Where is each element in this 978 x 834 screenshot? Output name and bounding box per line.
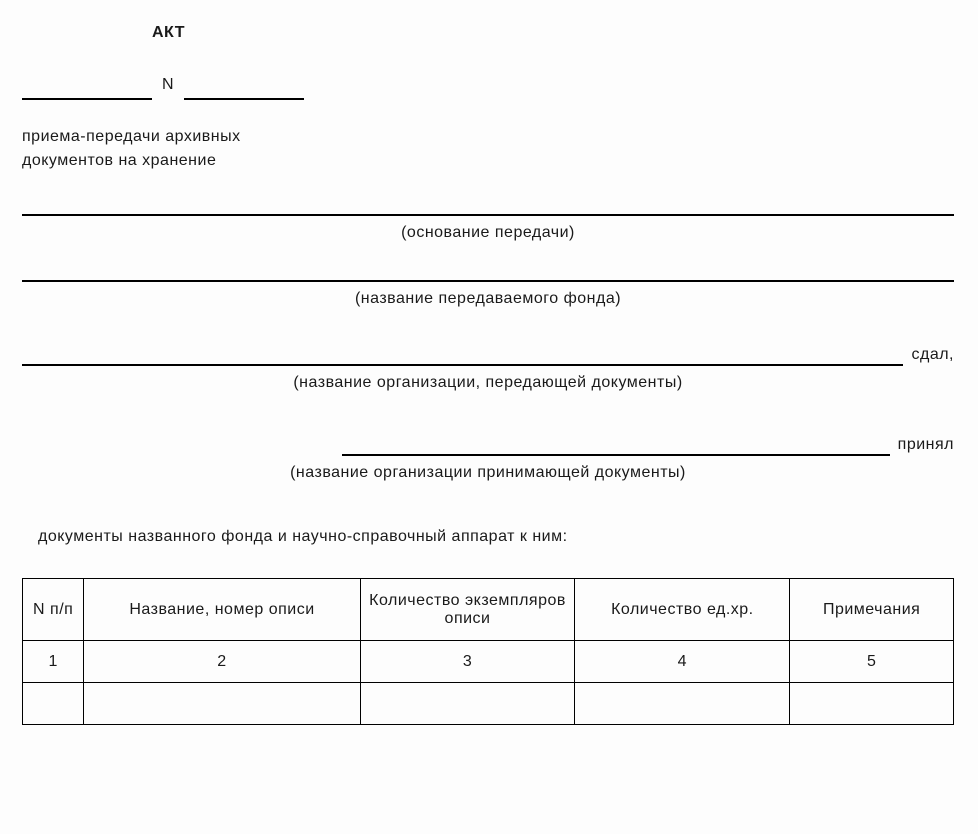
empty-cell bbox=[360, 683, 575, 725]
rule-org-sending bbox=[22, 364, 903, 366]
table-empty-row bbox=[23, 683, 954, 725]
col-header-units: Количество ед.хр. bbox=[575, 579, 790, 641]
number-label: N bbox=[152, 76, 184, 100]
document-title: АКТ bbox=[152, 24, 954, 42]
row-gave: сдал, bbox=[22, 346, 954, 366]
col-num-3: 3 bbox=[360, 641, 575, 683]
subtitle-line-1: приема-передачи архивных bbox=[22, 128, 954, 146]
empty-cell bbox=[23, 683, 84, 725]
caption-org-sending: (название организации, передающей докуме… bbox=[22, 374, 954, 392]
caption-basis: (основание передачи) bbox=[22, 224, 954, 242]
caption-fund-name: (название передаваемого фонда) bbox=[22, 290, 954, 308]
col-num-2: 2 bbox=[84, 641, 360, 683]
empty-cell bbox=[790, 683, 954, 725]
label-received: принял bbox=[894, 436, 954, 456]
subtitle-line-2: документов на хранение bbox=[22, 152, 954, 170]
col-header-copies: Количество экземпляров описи bbox=[360, 579, 575, 641]
col-num-4: 4 bbox=[575, 641, 790, 683]
table-header-row: N п/п Название, номер описи Количество э… bbox=[23, 579, 954, 641]
col-num-1: 1 bbox=[23, 641, 84, 683]
col-num-5: 5 bbox=[790, 641, 954, 683]
caption-org-receiving: (название организации принимающей докуме… bbox=[22, 464, 954, 482]
empty-cell bbox=[84, 683, 360, 725]
label-gave: сдал, bbox=[907, 346, 954, 366]
number-blank-right bbox=[184, 76, 304, 100]
number-row: N bbox=[22, 76, 954, 100]
table-number-row: 1 2 3 4 5 bbox=[23, 641, 954, 683]
col-header-num: N п/п bbox=[23, 579, 84, 641]
body-line: документы названного фонда и научно-спра… bbox=[38, 528, 954, 546]
empty-cell bbox=[575, 683, 790, 725]
rule-basis bbox=[22, 214, 954, 216]
row-received: принял bbox=[22, 436, 954, 456]
inventory-table: N п/п Название, номер описи Количество э… bbox=[22, 578, 954, 725]
col-header-notes: Примечания bbox=[790, 579, 954, 641]
rule-org-receiving bbox=[342, 454, 890, 456]
number-blank-left bbox=[22, 76, 152, 100]
rule-fund-name bbox=[22, 280, 954, 282]
col-header-name: Название, номер описи bbox=[84, 579, 360, 641]
